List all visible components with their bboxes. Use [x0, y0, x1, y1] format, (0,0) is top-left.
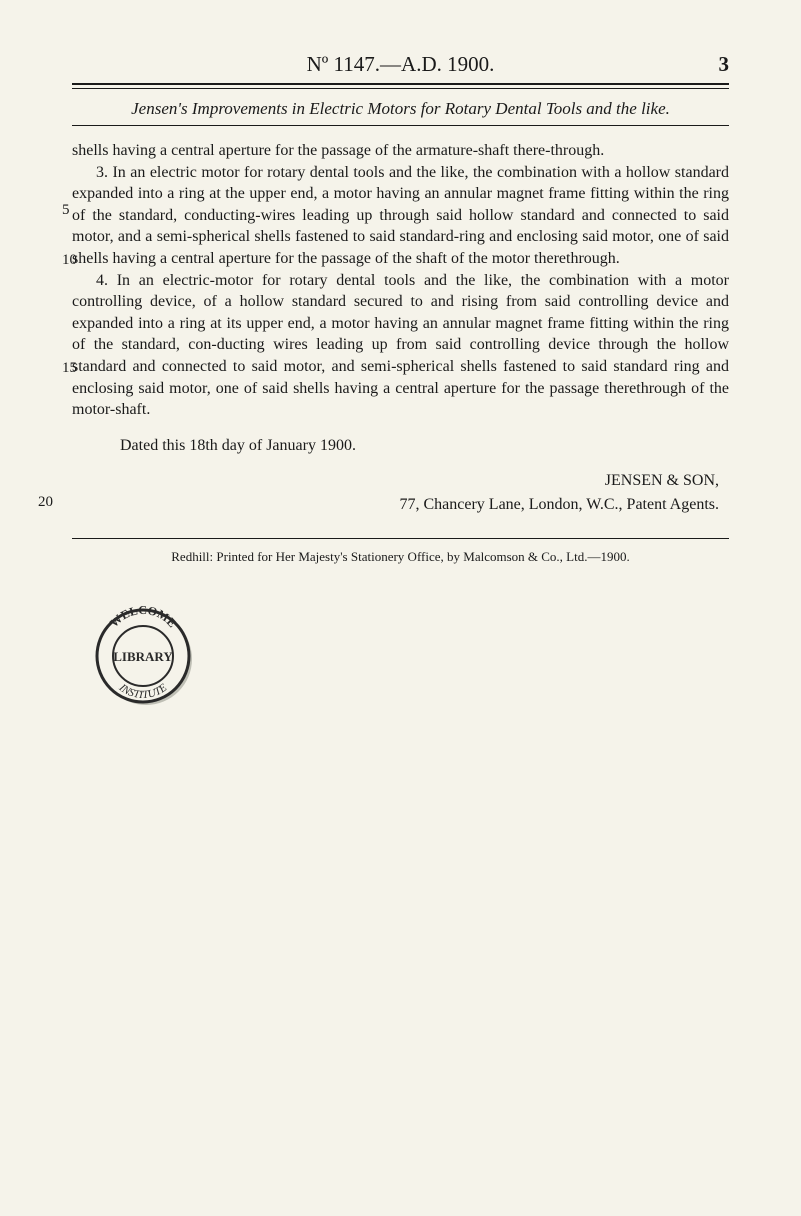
margin-5: 5	[38, 200, 70, 220]
para-claim4-text: 4. In an electric-motor for rotary denta…	[72, 272, 729, 419]
subtitle: Jensen's Improvements in Electric Motors…	[72, 89, 729, 126]
signature-name: JENSEN & SON,	[72, 470, 719, 492]
seal-icon: WELCOME LIBRARY INSTITUTE	[88, 601, 198, 711]
library-seal: WELCOME LIBRARY INSTITUTE	[88, 601, 729, 711]
dated-line: Dated this 18th day of January 1900.	[72, 435, 729, 457]
header-title: Nº 1147.—A.D. 1900.	[307, 52, 495, 77]
body-text: shells having a central aperture for the…	[72, 140, 729, 516]
para-claim3-text: 3. In an electric motor for rotary denta…	[72, 164, 729, 267]
page-number: 3	[719, 52, 730, 77]
margin-10: 10	[38, 250, 77, 270]
para-claim3: 5 3. In an electric motor for rotary den…	[72, 162, 729, 270]
signature-block: 20 JENSEN & SON, 77, Chancery Lane, Lond…	[72, 470, 729, 515]
signature-address: 77, Chancery Lane, London, W.C., Patent …	[72, 494, 719, 516]
para-claim4: 10 15 4. In an electric-motor for rotary…	[72, 270, 729, 421]
margin-20: 20	[38, 492, 53, 512]
seal-mid-text: LIBRARY	[113, 649, 173, 664]
separator-rule	[72, 538, 729, 539]
para-shells: shells having a central aperture for the…	[72, 140, 729, 162]
header-rule: Nº 1147.—A.D. 1900. 3	[72, 52, 729, 85]
printer-line: Redhill: Printed for Her Majesty's Stati…	[72, 549, 729, 565]
margin-15: 15	[38, 358, 77, 378]
